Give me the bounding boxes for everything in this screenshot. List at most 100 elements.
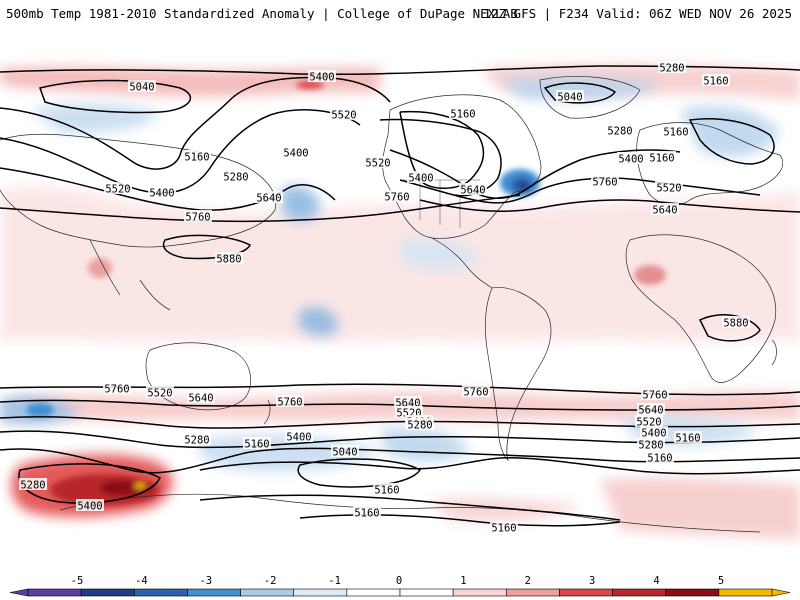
colorbar-tick-label: 3 xyxy=(589,575,595,587)
contour-label: 5280 xyxy=(184,435,209,447)
contour-5520-south xyxy=(0,415,800,429)
contour-label: 5520 xyxy=(105,184,130,196)
contour-label: 5400 xyxy=(641,428,666,440)
contour-5640-pacific xyxy=(0,167,336,211)
contour-5040-greenland xyxy=(543,82,617,104)
contour-label: 5520 xyxy=(656,183,681,195)
contour-label-bg xyxy=(646,451,674,463)
colorbar-swatch xyxy=(80,588,135,597)
contour-label: 5160 xyxy=(703,76,728,88)
contour-label-bg xyxy=(128,80,156,92)
contour-label-bg xyxy=(655,181,683,193)
contour-label: 5760 xyxy=(185,212,210,224)
colorbar-tick-label: 0 xyxy=(396,575,402,587)
colorbar-tick-labels: -5 -4 -3 -2 -1 0 1 2 3 4 5 xyxy=(71,575,724,587)
colorbar-swatch xyxy=(399,588,454,597)
colorbar-tick-label: 4 xyxy=(653,575,659,587)
contour-5880-africa xyxy=(698,314,761,342)
colorbar-tick-label: -2 xyxy=(264,575,277,587)
contour-label-bg xyxy=(353,506,381,518)
contour-label-bg xyxy=(184,210,212,222)
colorbar-tick-label: -4 xyxy=(135,575,148,587)
north-america-outline xyxy=(382,94,542,239)
colorbar: -5 -4 -3 -2 -1 0 1 2 3 4 5 xyxy=(9,575,791,597)
contour-label-bg xyxy=(674,431,702,443)
contour-label: 5760 xyxy=(642,390,667,402)
contour-label: 5040 xyxy=(557,92,582,104)
contour-5400-closed-sw xyxy=(18,463,161,504)
colorbar-swatch xyxy=(240,588,295,597)
contour-label: 5160 xyxy=(647,453,672,465)
model-run-info: 12Z GFS | F234 Valid: 06Z WED NOV 26 202… xyxy=(483,6,792,21)
madagascar-outline xyxy=(771,339,777,366)
colorbar-max-arrow xyxy=(771,588,791,597)
antarctica-outline xyxy=(59,493,761,533)
contour-label-bg xyxy=(103,382,131,394)
contour-5760-pacific xyxy=(0,194,521,223)
contour-5160-south xyxy=(199,457,800,475)
contour-label: 5760 xyxy=(104,384,129,396)
contour-label-bg xyxy=(104,182,132,194)
contour-label-bg xyxy=(187,391,215,403)
colorbar-swatch xyxy=(505,588,560,597)
contour-label-bg xyxy=(556,90,584,102)
contour-label: 5400 xyxy=(149,188,174,200)
colorbar-min-arrow xyxy=(9,588,29,597)
contour-label: 5640 xyxy=(638,405,663,417)
contour-label-bg xyxy=(651,203,679,215)
south-america-outline xyxy=(485,287,552,462)
contour-label-bg xyxy=(308,70,336,82)
contour-label: 5760 xyxy=(592,177,617,189)
contour-label-bg xyxy=(148,186,176,198)
contour-label: 5160 xyxy=(450,109,475,121)
contour-label-bg xyxy=(648,151,676,163)
contour-label: 5160 xyxy=(675,433,700,445)
contour-label: 5400 xyxy=(283,148,308,160)
contour-label-bg xyxy=(406,418,434,430)
contour-label: 5520 xyxy=(331,110,356,122)
contour-label-bg xyxy=(459,183,487,195)
contour-label-bg xyxy=(183,433,211,445)
contour-label: 5280 xyxy=(607,126,632,138)
contour-5280-south xyxy=(0,447,800,474)
contour-label: 5520 xyxy=(365,158,390,170)
colorbar-swatch xyxy=(665,588,720,597)
height-contours xyxy=(0,65,800,527)
colorbar-swatch xyxy=(27,588,82,597)
contour-label-bg xyxy=(330,108,358,120)
contour-label: 5160 xyxy=(663,127,688,139)
contour-label-bg xyxy=(364,156,392,168)
contour-label-bg xyxy=(331,445,359,457)
contour-label: 5760 xyxy=(277,397,302,409)
contour-label-bg xyxy=(722,316,750,328)
contour-label-bg xyxy=(255,191,283,203)
contour-label: 5640 xyxy=(188,393,213,405)
contour-label-bg xyxy=(591,175,619,187)
contour-5160-europe xyxy=(688,118,775,165)
contour-label: 5520 xyxy=(147,388,172,400)
contour-label: 5040 xyxy=(332,447,357,459)
contour-label: 5160 xyxy=(354,508,379,520)
contour-label: 5880 xyxy=(216,254,241,266)
colorbar-tick-label: 2 xyxy=(525,575,531,587)
contour-label-bg xyxy=(637,438,665,450)
colorbar-swatch xyxy=(559,588,613,597)
contour-label-bg xyxy=(222,170,250,182)
contour-label-bg xyxy=(640,426,668,438)
contour-label-bg xyxy=(635,415,663,427)
contour-label: 5160 xyxy=(244,439,269,451)
contour-label-bg xyxy=(285,430,313,442)
colorbar-tick-label: -3 xyxy=(199,575,212,587)
contour-label-bg xyxy=(658,61,686,73)
contour-label-bg xyxy=(462,385,490,397)
colorbar-tick-label: 5 xyxy=(718,575,724,587)
contour-label: 5400 xyxy=(77,501,102,513)
colorbar-tick-label: -5 xyxy=(71,575,84,587)
contour-label-bg xyxy=(19,478,47,490)
contour-label: 5760 xyxy=(384,192,409,204)
colorbar-swatch xyxy=(612,588,667,597)
contour-label-bg xyxy=(373,483,401,495)
contour-label: 5400 xyxy=(309,72,334,84)
contour-label: 5640 xyxy=(460,185,485,197)
contour-5640-na xyxy=(399,177,761,204)
